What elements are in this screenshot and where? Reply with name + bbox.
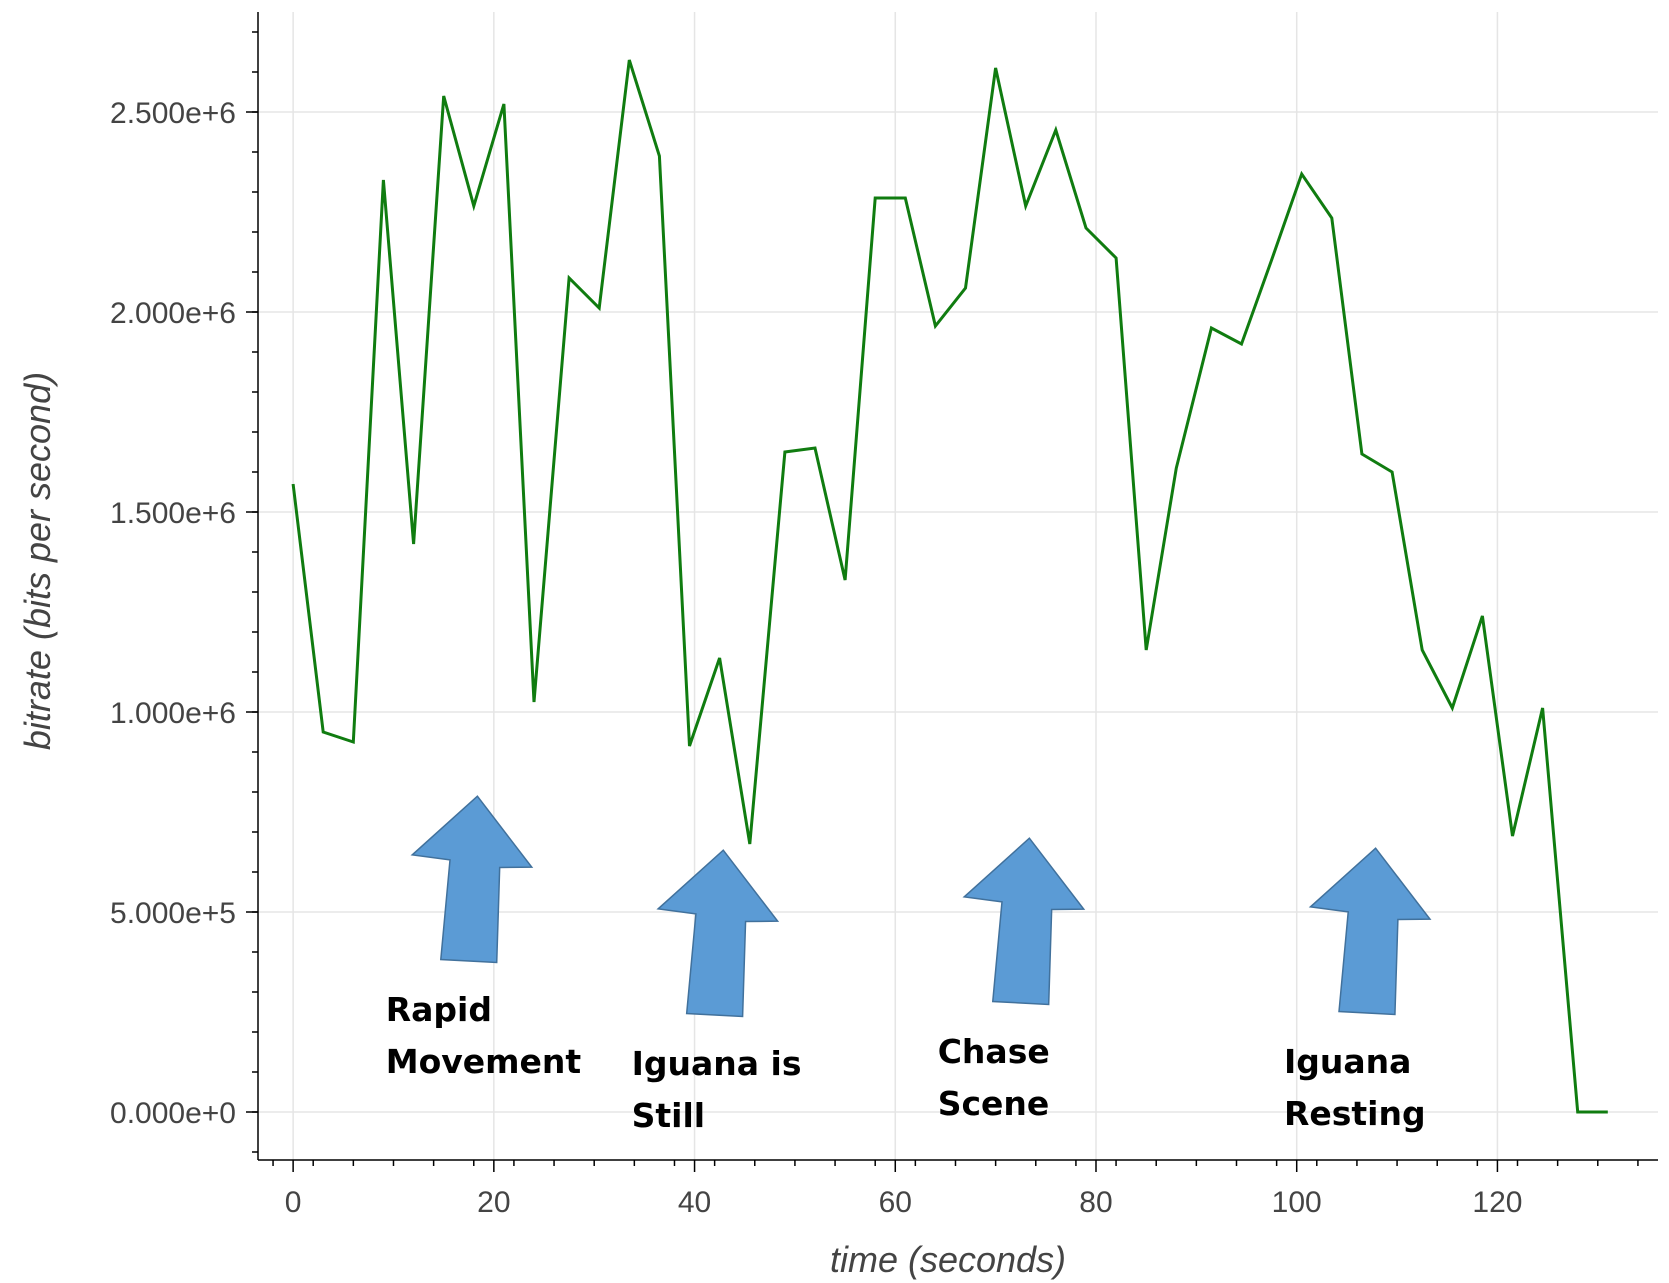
y-axis-label: bitrate (bits per second) [17,372,58,750]
up-arrow-icon [656,849,780,1018]
x-tick-label: 80 [1079,1186,1112,1219]
annotation-arrow-2 [962,837,1086,1006]
annotation-label-2-0: Chase [938,1032,1050,1071]
annotation-label-1-1: Still [632,1096,705,1135]
annotation-label-3-0: Iguana [1284,1042,1411,1081]
annotation-label-2-1: Scene [938,1084,1050,1123]
tick-labels: 0 20 40 60 80 100 120 0.000e+0 5.000e+5 1.000e+6 1… [110,97,1522,1219]
up-arrow-icon [410,795,534,964]
x-tick-label: 120 [1472,1186,1522,1219]
series-layer [291,59,1608,1114]
x-axis-label: time (seconds) [830,1239,1066,1280]
y-tick-label: 1.000e+6 [110,697,236,730]
y-tick-label: 5.000e+5 [110,897,236,930]
y-tick-label: 1.500e+6 [110,497,236,530]
x-tick-label: 60 [879,1186,912,1219]
x-tick-label: 0 [285,1186,302,1219]
annotation-label-3-1: Resting [1284,1094,1426,1133]
annotation-label-0-1: Movement [386,1042,582,1081]
axes [246,12,1658,1172]
annotation-label-1-0: Iguana is [632,1044,802,1083]
y-tick-label: 0.000e+0 [110,1097,236,1130]
annotation-arrow-0 [410,795,534,964]
annotation-arrow-3 [1308,847,1432,1016]
annotation-label-0-0: Rapid [386,990,492,1029]
y-tick-label: 2.500e+6 [110,97,236,130]
series-line-0 [291,59,1608,1114]
x-tick-label: 100 [1272,1186,1322,1219]
up-arrow-icon [962,837,1086,1006]
x-tick-label: 40 [678,1186,711,1219]
x-tick-label: 20 [477,1186,510,1219]
up-arrow-icon [1308,847,1432,1016]
annotations: Rapid Movement Iguana is Still Chase Scene Igu… [386,795,1432,1135]
grid-lines [258,12,1658,1160]
y-tick-label: 2.000e+6 [110,297,236,330]
annotation-arrow-1 [656,849,780,1018]
